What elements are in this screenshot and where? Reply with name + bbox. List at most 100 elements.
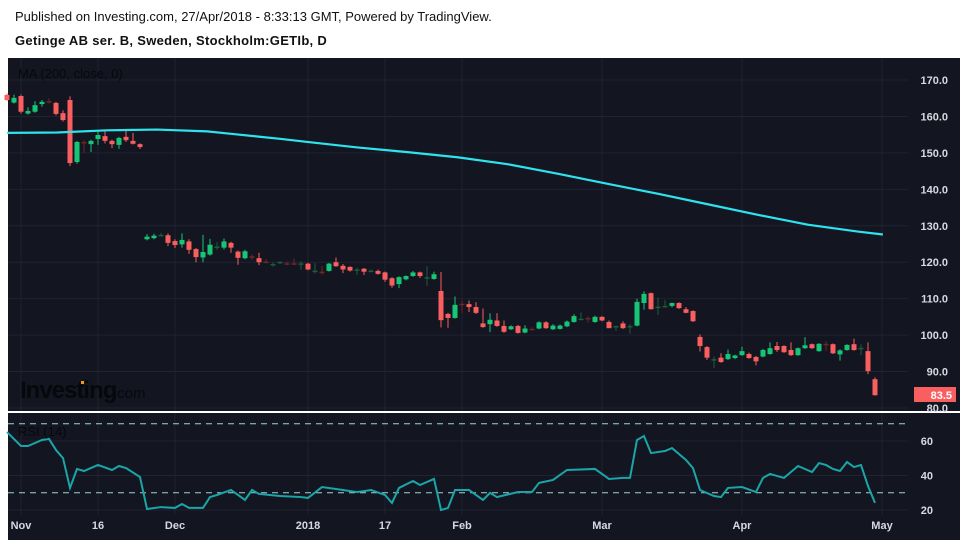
candle-body — [816, 343, 822, 352]
candle — [823, 341, 829, 351]
candle — [277, 261, 283, 265]
watermark-brand: Investing — [20, 377, 117, 404]
candle-body — [305, 263, 311, 270]
time-tick-label: May — [871, 520, 893, 532]
candle-body — [753, 356, 759, 362]
candle-body — [613, 325, 619, 328]
candle-body — [291, 263, 297, 265]
candle — [74, 140, 80, 164]
candle-body — [452, 304, 458, 318]
candle — [718, 353, 724, 363]
rsi-axis[interactable]: 20 40 60 — [921, 436, 933, 517]
candle-body — [81, 141, 87, 144]
price-tick-label: 130.0 — [920, 221, 948, 233]
candle — [417, 271, 423, 278]
candle-body — [725, 354, 731, 360]
candle — [186, 239, 192, 254]
candle-body — [193, 249, 199, 258]
candle-body — [697, 336, 703, 347]
candle — [123, 129, 129, 142]
candle — [291, 258, 297, 265]
time-tick-label: Apr — [733, 520, 753, 532]
candle — [158, 233, 164, 237]
candle — [606, 320, 612, 329]
candle — [585, 316, 591, 323]
candle — [32, 101, 38, 113]
candle — [858, 344, 864, 356]
candle-body — [221, 241, 227, 248]
candle — [732, 354, 738, 360]
price-tick-label: 160.0 — [920, 111, 948, 123]
chart-title: Getinge AB ser. B, Sweden, Stockholm:GET… — [15, 33, 328, 48]
candle — [781, 345, 787, 353]
candle — [746, 352, 752, 359]
last-price-label: 83.5 — [914, 387, 956, 402]
candle — [508, 325, 514, 330]
candle — [620, 321, 626, 329]
candle — [795, 347, 801, 356]
candle — [4, 93, 10, 101]
candle — [382, 271, 388, 282]
candle-body — [130, 140, 136, 144]
last-price-box — [914, 387, 956, 402]
candle — [627, 324, 633, 334]
rsi-tick-label: 60 — [921, 436, 933, 448]
price-tick-label: 100.0 — [920, 330, 948, 342]
candle-body — [368, 270, 374, 273]
price-axis[interactable]: 80.0 90.0 100.0 110.0 120.0 130.0 140.0 150.0 16… — [920, 75, 948, 415]
watermark-suffix: .com — [113, 385, 146, 402]
candle — [522, 325, 528, 334]
candle-body — [403, 276, 409, 280]
candle-body — [809, 344, 815, 349]
candle-body — [270, 264, 276, 266]
candle — [242, 249, 248, 260]
price-tick-label: 150.0 — [920, 148, 948, 160]
candle — [557, 324, 563, 330]
candle — [634, 298, 640, 327]
candle-body — [326, 263, 332, 271]
candle — [431, 271, 437, 280]
candle-body — [347, 266, 353, 271]
candle-body — [683, 309, 689, 313]
candle — [550, 324, 556, 330]
candle-body — [627, 325, 633, 328]
candle — [760, 348, 766, 358]
candle — [487, 313, 493, 333]
candle — [711, 356, 717, 368]
candle-body — [186, 241, 192, 250]
candle — [837, 349, 843, 361]
candle — [802, 337, 808, 349]
candle — [851, 338, 857, 351]
candle — [529, 327, 535, 331]
candle — [326, 262, 332, 272]
price-tick-label: 140.0 — [920, 184, 948, 196]
candle — [844, 344, 850, 351]
candle — [235, 250, 241, 265]
price-tick-label: 90.0 — [927, 367, 948, 379]
candle-body — [781, 346, 787, 353]
candle-body — [228, 242, 234, 248]
candle-body — [123, 136, 129, 141]
published-line: Published on Investing.com, 27/Apr/2018 … — [15, 9, 492, 24]
candle-body — [865, 351, 871, 372]
candle-body — [39, 101, 45, 105]
candle-body — [669, 303, 675, 306]
candle-body — [382, 272, 388, 280]
candle-body — [340, 265, 346, 270]
candle — [515, 324, 521, 334]
candle — [179, 233, 185, 248]
candle-body — [676, 303, 682, 309]
time-axis[interactable]: Nov 16 Dec 2018 17 Feb Mar Apr May — [11, 520, 894, 532]
candle-body — [487, 319, 493, 325]
candle-body — [494, 320, 500, 326]
candle — [347, 266, 353, 272]
candle — [564, 320, 570, 328]
candle — [410, 270, 416, 277]
candle — [109, 139, 115, 149]
candle — [809, 343, 815, 349]
candle — [613, 325, 619, 331]
candle — [816, 343, 822, 352]
candle — [473, 302, 479, 314]
candle-body — [410, 272, 416, 277]
